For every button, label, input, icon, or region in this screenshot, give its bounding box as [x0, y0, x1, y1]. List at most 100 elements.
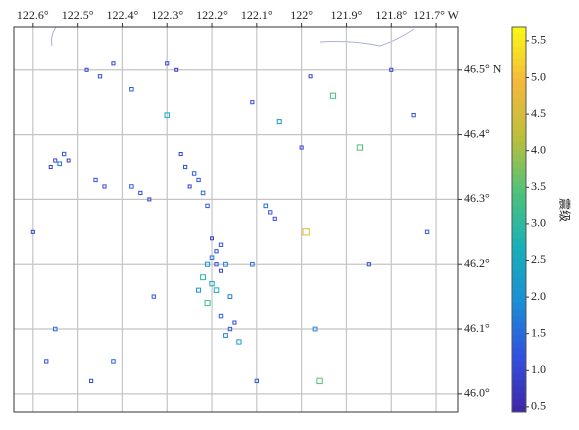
colorbar-segment — [512, 116, 526, 124]
y-tick-label: 46.2° — [464, 256, 490, 270]
colorbar-segment — [512, 354, 526, 362]
epicenter — [236, 339, 242, 345]
epicenter — [183, 164, 188, 170]
colorbar-segment — [512, 367, 526, 374]
coastline — [319, 28, 415, 47]
epicenter — [88, 378, 94, 383]
x-tick-label: 122.1° — [241, 8, 273, 22]
river — [51, 26, 57, 47]
colorbar-segment — [512, 174, 526, 182]
x-tick-label: 122.3° — [151, 8, 183, 22]
colorbar-segment — [512, 405, 526, 413]
colorbar-segment — [512, 373, 526, 381]
epicenter — [218, 268, 223, 273]
colorbar-segment — [512, 296, 526, 304]
epicenter — [227, 326, 233, 332]
epicenter — [223, 261, 228, 267]
colorbar-segment — [512, 123, 526, 131]
colorbar-segment — [512, 245, 526, 253]
epicenter — [151, 294, 156, 299]
epicenter — [250, 261, 255, 267]
colorbar-segment — [512, 206, 526, 214]
colorbar-segment — [512, 322, 526, 330]
epicenter — [174, 67, 179, 72]
colorbar-segment — [512, 277, 526, 285]
epicenter — [129, 184, 134, 189]
colorbar-tick-label: 2.5 — [531, 252, 546, 266]
epicenter — [52, 326, 58, 332]
colorbar-tick-label: 5.5 — [531, 33, 546, 47]
epicenter — [111, 359, 116, 364]
y-tick-label: 46.1° — [464, 321, 490, 335]
epicenter — [66, 158, 71, 163]
epicenter — [191, 171, 197, 176]
epicenter — [232, 320, 237, 325]
epicenter — [316, 377, 323, 385]
epicenter — [308, 74, 313, 79]
colorbar-segment — [512, 71, 526, 79]
colorbar-tick-label: 3.5 — [531, 179, 546, 193]
x-tick-label: 121.9° — [331, 8, 363, 22]
epicenter — [272, 216, 277, 221]
epicenter — [312, 326, 318, 332]
epicenter — [299, 145, 304, 150]
epicenter — [276, 119, 282, 125]
colorbar-segment — [512, 328, 526, 336]
colorbar-tick-label: 3.0 — [531, 216, 546, 230]
colorbar-segment — [512, 78, 526, 86]
epicenter — [424, 229, 430, 234]
colorbar-segment — [512, 270, 526, 278]
colorbar-segment — [512, 225, 526, 233]
colorbar-segment — [512, 52, 526, 60]
epicenter — [366, 262, 371, 267]
colorbar-segment — [512, 392, 526, 400]
colorbar-segment — [512, 136, 526, 143]
colorbar-segment — [512, 238, 526, 246]
epicenter — [138, 190, 143, 196]
x-tick-label: 121.7° W — [413, 8, 460, 22]
colorbar-label: 震级 — [557, 198, 571, 222]
colorbar-tick-label: 4.5 — [531, 106, 546, 120]
epicenter — [111, 61, 116, 66]
epicenter — [223, 333, 228, 338]
colorbar-segment — [512, 302, 526, 310]
epicenter — [210, 236, 214, 241]
colorbar-segment — [512, 219, 526, 227]
colorbar-segment — [512, 232, 526, 240]
epicenter — [129, 86, 134, 92]
epicenter — [209, 280, 215, 287]
epicenter — [268, 210, 273, 215]
colorbar-segment — [512, 33, 526, 41]
x-tick-label: 122.6° — [17, 8, 49, 22]
colorbar-segment — [512, 161, 526, 169]
colorbar-tick-label: 1.0 — [531, 362, 546, 376]
colorbar-segment — [512, 97, 526, 105]
map-frame — [13, 26, 459, 413]
colorbar-segment — [512, 309, 526, 317]
epicenter — [196, 177, 201, 183]
epicenter — [200, 190, 206, 196]
epicenter — [196, 287, 202, 293]
epicenter — [209, 255, 215, 261]
colorbar-segment — [512, 142, 526, 150]
colorbar-segment — [512, 193, 526, 201]
epicenter — [61, 151, 67, 157]
epicenter — [200, 274, 207, 281]
colorbar-segment — [512, 181, 526, 188]
colorbar-segment — [512, 386, 526, 394]
colorbar-segment — [512, 27, 526, 34]
epicenter — [218, 242, 224, 247]
epicenter — [213, 287, 220, 293]
colorbar-segment — [512, 39, 526, 47]
epicenter — [44, 359, 49, 364]
colorbar-segment — [512, 258, 526, 265]
x-tick-label: 122.2° — [196, 8, 228, 22]
epicenter — [356, 144, 364, 151]
epicenter — [214, 249, 219, 254]
colorbar-segment — [512, 155, 526, 163]
colorbar-segment — [512, 84, 526, 92]
colorbar-segment — [512, 251, 526, 259]
colorbar-tick-label: 4.0 — [531, 142, 546, 156]
epicenter — [178, 151, 183, 157]
epicenter — [250, 100, 255, 105]
